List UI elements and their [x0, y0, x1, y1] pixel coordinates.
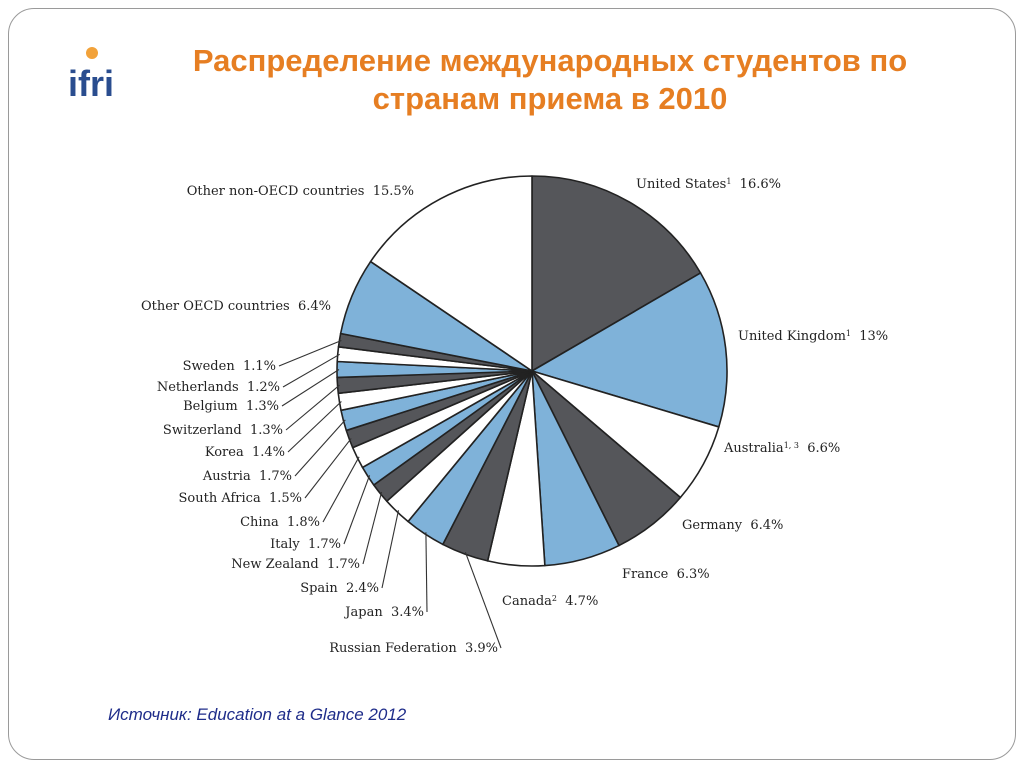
leader-line: [278, 339, 342, 367]
pie-slice: [531, 175, 702, 372]
pie-leader-lines: [278, 339, 502, 649]
pie-labels: United States1 16.6% United Kingdom1 13% A…: [141, 177, 888, 657]
ifri-logo: ifri: [68, 47, 114, 104]
slice-label: Netherlands 1.2%: [157, 380, 280, 395]
slice-label: Belgium 1.3%: [183, 399, 279, 414]
slice-label: United Kingdom1 13%: [738, 329, 888, 345]
slice-label: France 6.3%: [622, 567, 710, 582]
logo-text: ifri: [68, 63, 114, 104]
slice-label: Sweden 1.1%: [183, 359, 276, 374]
leader-line: [294, 419, 346, 477]
leader-line: [282, 353, 340, 388]
leader-line: [322, 456, 360, 523]
leader-line: [281, 369, 340, 407]
slice-label: Other non-OECD countries 15.5%: [187, 184, 414, 199]
leader-line: [362, 491, 383, 565]
slice-label: Austria 1.7%: [202, 469, 292, 484]
slice-label: South Africa 1.5%: [178, 491, 302, 506]
slice-label: Japan 3.4%: [343, 605, 424, 620]
pie-slice: [369, 175, 533, 372]
slice-label: Other OECD countries 6.4%: [141, 299, 331, 314]
leader-line: [464, 552, 502, 649]
slice-label: Spain 2.4%: [300, 581, 379, 596]
slice-label: Australia1, 3 6.6%: [723, 441, 840, 457]
slice-label: Switzerland 1.3%: [163, 423, 283, 438]
slice-label: Italy 1.7%: [270, 537, 341, 552]
leader-line: [285, 384, 340, 431]
slice-label: Germany 6.4%: [682, 518, 783, 533]
logo-sun-icon: [86, 47, 98, 59]
slice-label: Korea 1.4%: [205, 445, 285, 460]
slice-label: Canada2 4.7%: [502, 594, 598, 610]
pie-slice: [531, 272, 728, 428]
page-title: Распределение международных студентов по…: [192, 43, 908, 116]
source-note: Источник: Education at a Glance 2012: [108, 705, 407, 724]
slice-label: United States1 16.6%: [636, 177, 781, 193]
leader-line: [381, 510, 400, 589]
leader-line: [425, 532, 428, 613]
leader-line: [287, 401, 342, 453]
slice-label: New Zealand 1.7%: [231, 557, 360, 572]
leader-line: [304, 438, 352, 499]
slice-label: Russian Federation 3.9%: [329, 641, 498, 656]
pie-slices: [336, 175, 728, 567]
leader-line: [343, 475, 371, 545]
slice-label: China 1.8%: [240, 515, 320, 530]
